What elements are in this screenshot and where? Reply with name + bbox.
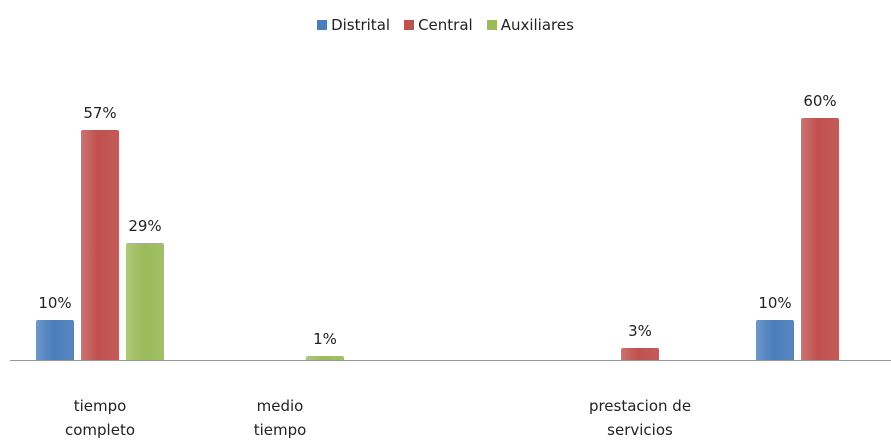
x-tick-label: prestacion de servicios <box>588 397 692 439</box>
legend-item: Auxiliares <box>486 16 574 34</box>
legend-item: Central <box>404 16 473 34</box>
legend: Distrital Central Auxiliares <box>0 16 891 34</box>
legend-swatch <box>486 20 497 30</box>
legend-label: Central <box>418 16 473 34</box>
baseline <box>10 360 891 361</box>
bar <box>36 319 74 360</box>
bar <box>126 243 164 360</box>
bar <box>621 347 659 360</box>
x-tick-label: tiempo completo <box>64 397 135 439</box>
legend-label: Auxiliares <box>500 16 574 34</box>
legend-label: Distrital <box>331 16 391 34</box>
legend-swatch <box>317 20 328 30</box>
data-label: 29% <box>128 217 162 236</box>
data-label: 10% <box>758 293 792 312</box>
bar <box>801 118 839 360</box>
data-label: 1% <box>313 329 337 348</box>
bar <box>306 355 344 360</box>
data-label: 60% <box>803 92 837 111</box>
data-label: 3% <box>628 321 652 340</box>
data-label: 10% <box>38 293 72 312</box>
legend-swatch <box>404 20 415 30</box>
legend-item: Distrital <box>317 16 390 34</box>
x-tick-label: medio tiempo <box>253 397 307 439</box>
bar <box>756 319 794 360</box>
bar <box>81 130 119 360</box>
data-label: 57% <box>83 104 117 123</box>
